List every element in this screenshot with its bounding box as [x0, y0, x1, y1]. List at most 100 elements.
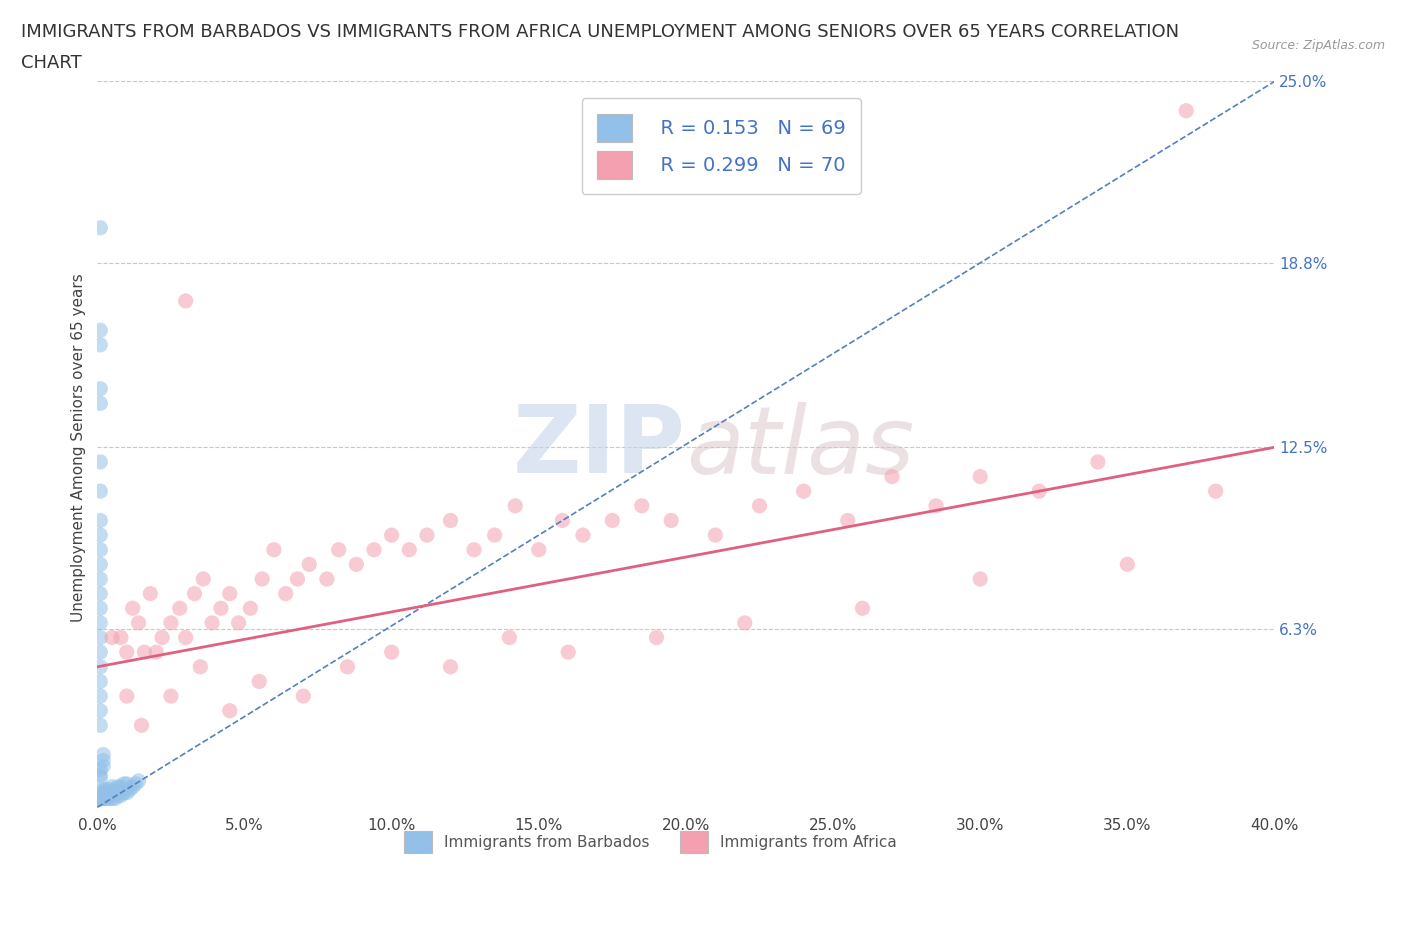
- Point: [89, 762, 111, 777]
- Point: [101, 779, 124, 794]
- Point: [174, 294, 197, 309]
- Point: [145, 644, 167, 659]
- Point: [89, 513, 111, 528]
- Point: [89, 791, 111, 806]
- Point: [439, 659, 461, 674]
- Point: [193, 572, 215, 587]
- Point: [91, 759, 114, 774]
- Point: [381, 527, 404, 542]
- Point: [107, 788, 129, 803]
- Point: [89, 644, 111, 659]
- Point: [89, 791, 111, 806]
- Point: [91, 791, 114, 806]
- Point: [398, 542, 420, 557]
- Point: [107, 779, 129, 794]
- Y-axis label: Unemployment Among Seniors over 65 years: Unemployment Among Seniors over 65 years: [72, 272, 86, 621]
- Point: [89, 396, 111, 411]
- Point: [89, 767, 111, 782]
- Point: [274, 586, 297, 601]
- Point: [659, 513, 682, 528]
- Point: [174, 631, 197, 645]
- Point: [89, 601, 111, 616]
- Point: [98, 791, 121, 806]
- Point: [98, 782, 121, 797]
- Point: [101, 785, 124, 800]
- Point: [115, 688, 138, 703]
- Point: [112, 777, 135, 791]
- Point: [484, 527, 506, 542]
- Point: [89, 542, 111, 557]
- Point: [247, 674, 270, 689]
- Point: [128, 774, 150, 789]
- Point: [645, 631, 668, 645]
- Point: [925, 498, 948, 513]
- Point: [115, 777, 138, 791]
- Point: [98, 788, 121, 803]
- Point: [89, 586, 111, 601]
- Point: [630, 498, 652, 513]
- Text: CHART: CHART: [21, 54, 82, 72]
- Point: [91, 782, 114, 797]
- Point: [557, 644, 579, 659]
- Point: [209, 601, 232, 616]
- Point: [851, 601, 873, 616]
- Point: [416, 527, 439, 542]
- Point: [96, 791, 118, 806]
- Point: [793, 484, 815, 498]
- Point: [363, 542, 385, 557]
- Point: [1205, 484, 1227, 498]
- Point: [292, 688, 315, 703]
- Point: [104, 791, 127, 806]
- Point: [498, 631, 520, 645]
- Point: [160, 616, 183, 631]
- Point: [250, 572, 273, 587]
- Point: [344, 557, 367, 572]
- Text: ZIP: ZIP: [513, 401, 686, 493]
- Point: [89, 631, 111, 645]
- Point: [91, 791, 114, 806]
- Point: [969, 469, 991, 484]
- Point: [91, 753, 114, 768]
- Point: [748, 498, 770, 513]
- Point: [969, 572, 991, 587]
- Point: [89, 791, 111, 806]
- Point: [1175, 103, 1198, 118]
- Point: [89, 791, 111, 806]
- Point: [89, 788, 111, 803]
- Text: IMMIGRANTS FROM BARBADOS VS IMMIGRANTS FROM AFRICA UNEMPLOYMENT AMONG SENIORS OV: IMMIGRANTS FROM BARBADOS VS IMMIGRANTS F…: [21, 23, 1180, 41]
- Point: [131, 718, 153, 733]
- Point: [188, 659, 211, 674]
- Point: [139, 586, 162, 601]
- Point: [89, 557, 111, 572]
- Point: [134, 644, 156, 659]
- Point: [572, 527, 595, 542]
- Point: [110, 631, 132, 645]
- Point: [101, 631, 124, 645]
- Point: [89, 791, 111, 806]
- Point: [89, 791, 111, 806]
- Point: [602, 513, 624, 528]
- Point: [169, 601, 191, 616]
- Text: Source: ZipAtlas.com: Source: ZipAtlas.com: [1251, 39, 1385, 52]
- Point: [89, 616, 111, 631]
- Point: [880, 469, 903, 484]
- Point: [96, 785, 118, 800]
- Point: [89, 220, 111, 235]
- Point: [1087, 455, 1109, 470]
- Point: [298, 557, 321, 572]
- Point: [150, 631, 173, 645]
- Point: [89, 788, 111, 803]
- Point: [89, 785, 111, 800]
- Point: [110, 788, 132, 803]
- Point: [121, 779, 143, 794]
- Point: [837, 513, 859, 528]
- Point: [89, 791, 111, 806]
- Point: [89, 381, 111, 396]
- Point: [328, 542, 350, 557]
- Point: [115, 785, 138, 800]
- Point: [101, 791, 124, 806]
- Point: [96, 788, 118, 803]
- Point: [160, 688, 183, 703]
- Point: [89, 527, 111, 542]
- Point: [239, 601, 262, 616]
